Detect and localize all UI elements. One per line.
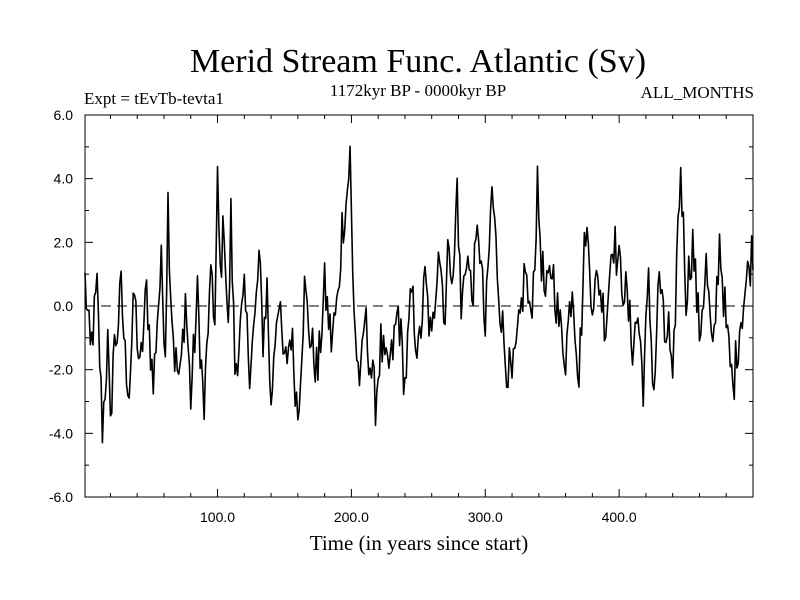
time-range-label: 1172kyr BP - 0000kyr BP: [330, 81, 506, 100]
y-tick-label: 0.0: [54, 298, 74, 314]
x-tick-label: 400.0: [602, 509, 637, 525]
experiment-label: Expt = tEvTb-tevta1: [84, 89, 224, 108]
y-tick-label: -2.0: [49, 362, 73, 378]
x-tick-label: 100.0: [200, 509, 235, 525]
y-tick-label: 4.0: [54, 171, 74, 187]
data-series-line: [84, 145, 754, 444]
chart-title: Merid Stream Func. Atlantic (Sv): [190, 43, 646, 80]
y-tick-label: -4.0: [49, 425, 73, 441]
y-tick-label: -6.0: [49, 489, 73, 505]
y-tick-label: 6.0: [54, 107, 74, 123]
months-label: ALL_MONTHS: [641, 83, 754, 102]
y-tick-label: 2.0: [54, 234, 74, 250]
x-axis: 100.0 200.0 300.0 400.0: [109, 115, 727, 525]
x-tick-label: 200.0: [334, 509, 369, 525]
x-axis-title: Time (in years since start): [310, 531, 529, 555]
x-tick-label: 300.0: [468, 509, 503, 525]
